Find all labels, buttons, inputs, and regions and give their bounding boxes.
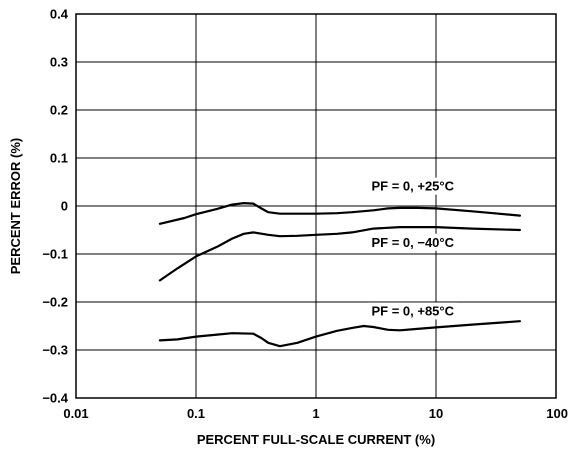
x-tick-label: 0.01 [63, 406, 88, 421]
x-tick-label: 0.1 [187, 406, 205, 421]
x-tick-label: 100 [546, 406, 568, 421]
y-tick-label: 0.2 [50, 103, 68, 118]
annotations: PF = 0, +25°C PF = 0, −40°C PF = 0, +85°C [368, 177, 458, 320]
x-tick-label: 10 [429, 406, 443, 421]
curve-label-text: PF = 0, +85°C [371, 303, 454, 318]
y-tick-label: 0 [61, 199, 68, 214]
x-axis-label: PERCENT FULL-SCALE CURRENT (%) [197, 432, 435, 447]
curve-label-text: PF = 0, +25°C [371, 179, 454, 194]
y-tick-label: 0.3 [50, 55, 68, 70]
y-tick-labels: 0.4 0.3 0.2 0.1 0 −0.1 −0.2 −0.3 −0.4 [42, 7, 68, 406]
series-curves [158, 202, 521, 348]
curve-label-1: PF = 0, −40°C [368, 233, 458, 251]
series-line-1 [158, 226, 521, 282]
x-tick-labels: 0.01 0.1 1 10 100 [63, 406, 568, 421]
y-tick-label: −0.4 [42, 391, 68, 406]
curve-label-2: PF = 0, +85°C [368, 302, 458, 320]
y-tick-label: −0.3 [42, 343, 68, 358]
plot-frame [75, 13, 557, 399]
y-tick-label: −0.2 [42, 295, 68, 310]
grid [75, 13, 557, 399]
y-tick-label: 0.4 [50, 7, 69, 22]
series-line-2 [158, 320, 521, 348]
x-tick-label: 1 [312, 406, 319, 421]
y-tick-label: 0.1 [50, 151, 68, 166]
series-line-0 [158, 202, 521, 225]
curve-label-0: PF = 0, +25°C [368, 177, 458, 195]
curve-label-bg [368, 177, 458, 195]
curve-label-bg [368, 233, 458, 251]
curve-label-text: PF = 0, −40°C [371, 235, 454, 250]
curve-label-bg [368, 302, 458, 320]
y-tick-label: −0.1 [42, 247, 68, 262]
y-axis-label: PERCENT ERROR (%) [8, 138, 23, 275]
